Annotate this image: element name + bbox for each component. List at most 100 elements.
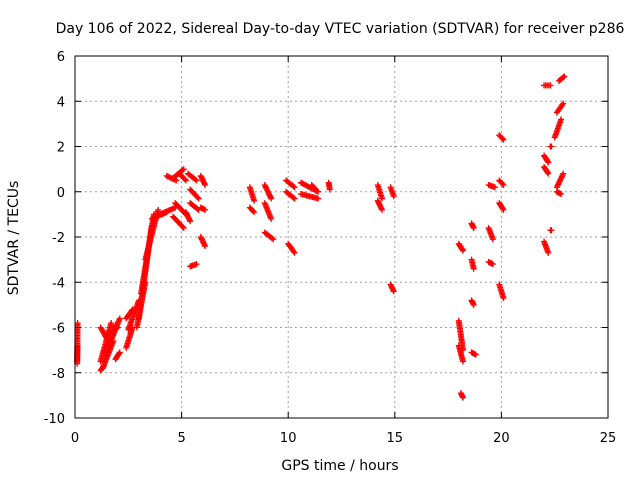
data-point — [492, 184, 499, 191]
data-point — [460, 358, 467, 365]
data-point — [500, 181, 507, 188]
data-point — [544, 169, 551, 176]
data-point — [180, 166, 187, 173]
data-point — [489, 261, 496, 268]
data-point — [181, 176, 188, 183]
data-point — [460, 394, 467, 401]
data-point — [499, 135, 506, 142]
y-tick-label: -2 — [52, 231, 65, 246]
data-point — [460, 247, 467, 254]
data-point — [547, 82, 554, 89]
data-point — [194, 205, 201, 212]
data-point — [202, 206, 209, 213]
data-point — [545, 170, 552, 177]
data-point — [459, 246, 466, 253]
data-point — [193, 261, 200, 268]
data-point — [179, 167, 186, 174]
y-tick-label: 2 — [57, 141, 65, 156]
data-point — [202, 181, 209, 188]
data-point — [270, 236, 277, 243]
data-point — [179, 223, 186, 230]
data-point — [290, 248, 297, 255]
y-tick-label: -4 — [52, 276, 65, 291]
y-tick-label: -6 — [52, 322, 65, 337]
y-tick-label: 6 — [57, 50, 65, 65]
data-point — [545, 249, 552, 256]
data-point — [500, 295, 507, 302]
data-point — [558, 116, 565, 123]
data-point — [499, 205, 506, 212]
data-point — [202, 243, 209, 250]
data-point — [470, 265, 477, 272]
x-tick-label: 20 — [493, 431, 510, 446]
data-point — [379, 206, 386, 213]
data-point — [560, 74, 567, 81]
data-point — [113, 325, 120, 332]
data-point — [470, 301, 477, 308]
x-tick-label: 5 — [177, 431, 185, 446]
data-point — [268, 215, 275, 222]
y-tick-label: 0 — [57, 186, 65, 201]
data-point — [268, 195, 275, 202]
data-point — [116, 349, 123, 356]
data-point — [548, 143, 555, 150]
y-tick-label: -8 — [52, 367, 65, 382]
data-point — [559, 101, 566, 108]
data-point — [548, 227, 555, 234]
data-point — [187, 218, 194, 225]
data-point — [182, 177, 189, 184]
data-point — [500, 136, 507, 143]
data-point — [251, 197, 258, 204]
data-point — [472, 351, 479, 358]
data-point — [379, 195, 386, 202]
data-points — [74, 73, 568, 401]
data-point — [561, 73, 568, 80]
data-point — [470, 224, 477, 231]
data-point — [251, 209, 258, 216]
data-point — [269, 235, 276, 242]
data-point — [560, 170, 567, 177]
y-tick-label: -10 — [44, 412, 65, 427]
data-point — [315, 195, 322, 202]
y-axis-label: SDTVAR / TECUs — [6, 181, 22, 296]
data-point — [499, 180, 506, 187]
data-point — [250, 207, 257, 214]
data-point — [544, 158, 551, 165]
data-point — [195, 195, 202, 202]
x-axis-label: GPS time / hours — [281, 458, 398, 474]
data-point — [312, 186, 319, 193]
data-point — [545, 159, 552, 166]
data-point — [326, 186, 333, 193]
x-tick-label: 10 — [280, 431, 297, 446]
data-point — [180, 224, 187, 231]
data-point — [311, 185, 318, 192]
data-point — [74, 342, 81, 349]
data-point — [116, 350, 123, 357]
y-tick-label: 4 — [57, 95, 65, 110]
data-point — [116, 315, 123, 322]
data-point — [194, 194, 201, 201]
chart-title: Day 106 of 2022, Sidereal Day-to-day VTE… — [56, 21, 625, 37]
x-tick-label: 0 — [71, 431, 79, 446]
data-point — [173, 177, 180, 184]
data-point — [290, 183, 297, 190]
data-point — [560, 100, 567, 107]
data-point — [558, 191, 565, 198]
data-point — [108, 319, 115, 326]
data-point — [390, 288, 397, 295]
data-point — [500, 206, 507, 213]
data-point — [290, 194, 297, 201]
data-point — [114, 324, 121, 331]
x-tick-label: 15 — [387, 431, 404, 446]
data-point — [192, 176, 199, 183]
grid-lines — [75, 56, 608, 418]
data-point — [291, 184, 298, 191]
data-point — [291, 195, 298, 202]
x-tick-label: 25 — [600, 431, 617, 446]
data-point — [390, 193, 397, 200]
data-point — [74, 319, 81, 326]
data-point — [155, 206, 162, 213]
data-point — [193, 177, 200, 184]
data-point — [489, 236, 496, 243]
